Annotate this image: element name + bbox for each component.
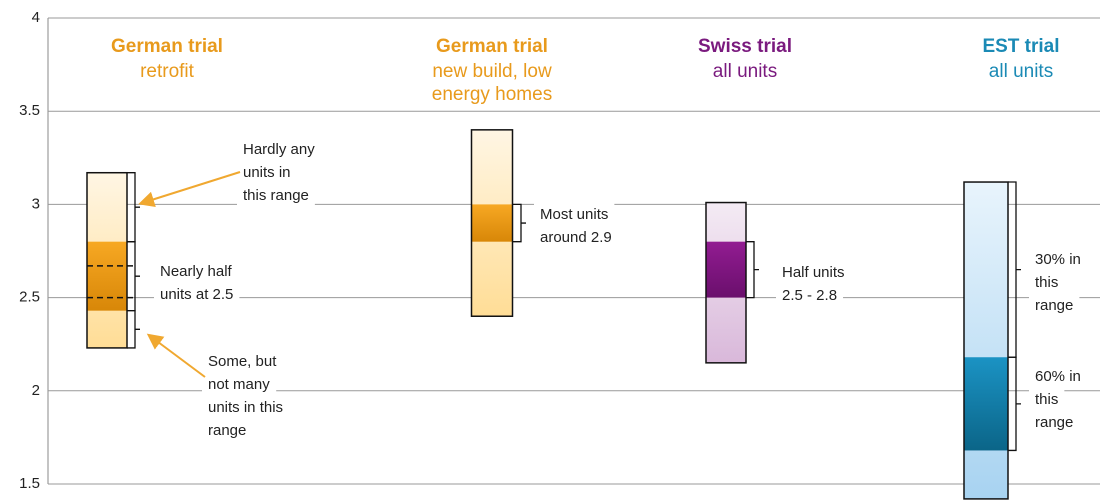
annotation-text: this (1035, 391, 1058, 408)
annotation-text: this (1035, 274, 1058, 291)
core-bar (706, 241, 746, 298)
core-bar (87, 241, 127, 311)
bracket (746, 241, 759, 299)
y-tick-label: 3 (32, 195, 40, 212)
bracket (127, 241, 140, 312)
annotation-text: Some, but (208, 353, 277, 370)
annotation-text: range (1035, 414, 1073, 431)
annotation-text: 60% in (1035, 368, 1081, 385)
annotation-text: Nearly half (160, 263, 233, 280)
column-subtitle: all units (713, 61, 777, 82)
annotation-text: range (1035, 297, 1073, 314)
annotation-text: units in (243, 164, 291, 181)
annotation-text: units at 2.5 (160, 286, 233, 303)
bracket (1008, 181, 1021, 358)
grid (48, 17, 1100, 485)
core-bar (471, 204, 513, 242)
column-title: German trial (436, 36, 548, 57)
y-tick-label: 1.5 (19, 475, 40, 492)
text-backdrop (534, 202, 615, 226)
annotation-text: 30% in (1035, 251, 1081, 268)
text-backdrop (1029, 270, 1065, 294)
range-outline (470, 129, 514, 317)
arrow (138, 171, 241, 208)
y-tick-label: 2 (32, 382, 40, 399)
range-bar (964, 182, 1008, 499)
text-backdrop (534, 225, 618, 249)
text-backdrop (202, 395, 290, 419)
text-backdrop (1029, 293, 1080, 317)
text-backdrop (1029, 247, 1087, 271)
text-backdrop (776, 283, 844, 307)
annotation-text: this range (243, 187, 309, 204)
bracket (1008, 356, 1021, 452)
annotation-text: range (208, 422, 246, 439)
text-backdrop (237, 137, 322, 161)
text-backdrop (776, 260, 851, 284)
column-subtitle: new build, low (432, 61, 552, 82)
text-backdrop (1029, 364, 1087, 388)
arrow (146, 333, 206, 378)
annotation-text: not many (208, 376, 270, 393)
bracket (127, 309, 140, 349)
annotation-text: Hardly any (243, 141, 315, 158)
core-bar (964, 357, 1008, 451)
column-title: Swiss trial (698, 36, 792, 57)
column-subtitle: all units (989, 61, 1053, 82)
text-backdrop (1029, 410, 1080, 434)
text-backdrop (237, 183, 315, 207)
column-subtitle: energy homes (432, 84, 552, 105)
annotation-text: Half units (782, 264, 845, 281)
y-tick-label: 4 (32, 9, 40, 26)
annotation-text: units in this (208, 399, 283, 416)
bracket (127, 172, 140, 243)
annotation-text: 2.5 - 2.8 (782, 287, 837, 304)
column-subtitle: retrofit (140, 61, 195, 82)
annotation-text: around 2.9 (540, 229, 612, 246)
column-title: German trial (111, 36, 223, 57)
y-tick-label: 2.5 (19, 289, 40, 306)
annotation-text: Most units (540, 206, 608, 223)
text-backdrop (154, 259, 239, 283)
range-outline (705, 201, 747, 364)
text-backdrop (154, 282, 240, 306)
text-backdrop (237, 160, 297, 184)
y-tick-label: 3.5 (19, 102, 40, 119)
text-backdrop (202, 418, 253, 442)
bracket (513, 203, 526, 243)
text-backdrop (1029, 387, 1065, 411)
range-outline (963, 181, 1009, 500)
text-backdrop (202, 372, 277, 396)
column-title: EST trial (982, 36, 1059, 57)
range-outline (86, 171, 128, 349)
text-backdrop (202, 349, 284, 373)
